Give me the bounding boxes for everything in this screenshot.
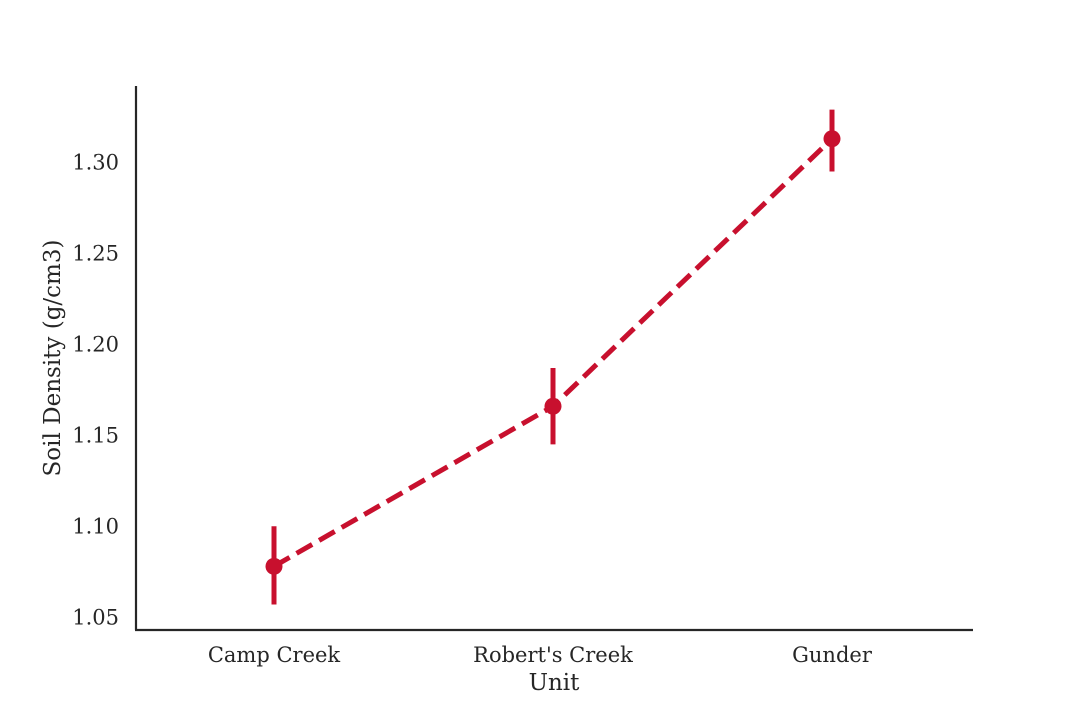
data-point xyxy=(544,397,562,415)
x-tick-label: Robert's Creek xyxy=(473,643,633,667)
series-layer xyxy=(265,109,841,605)
x-tick-label: Gunder xyxy=(792,643,873,667)
x-tick-labels: Camp Creek Robert's Creek Gunder xyxy=(208,643,873,667)
y-tick-label: 1.25 xyxy=(72,241,119,265)
y-tick-label: 1.10 xyxy=(72,514,119,538)
y-tick-label: 1.15 xyxy=(72,423,119,447)
x-tick-label: Camp Creek xyxy=(208,643,341,667)
data-point xyxy=(265,557,283,575)
y-tick-label: 1.20 xyxy=(72,332,119,356)
x-axis-title: Unit xyxy=(529,670,581,696)
y-tick-label: 1.05 xyxy=(72,605,119,629)
data-point xyxy=(823,130,841,148)
y-tick-label: 1.30 xyxy=(72,150,119,174)
y-tick-labels: 1.05 1.10 1.15 1.20 1.25 1.30 xyxy=(72,150,119,629)
series-line xyxy=(272,136,834,569)
y-axis-title: Soil Density (g/cm3) xyxy=(40,240,66,477)
